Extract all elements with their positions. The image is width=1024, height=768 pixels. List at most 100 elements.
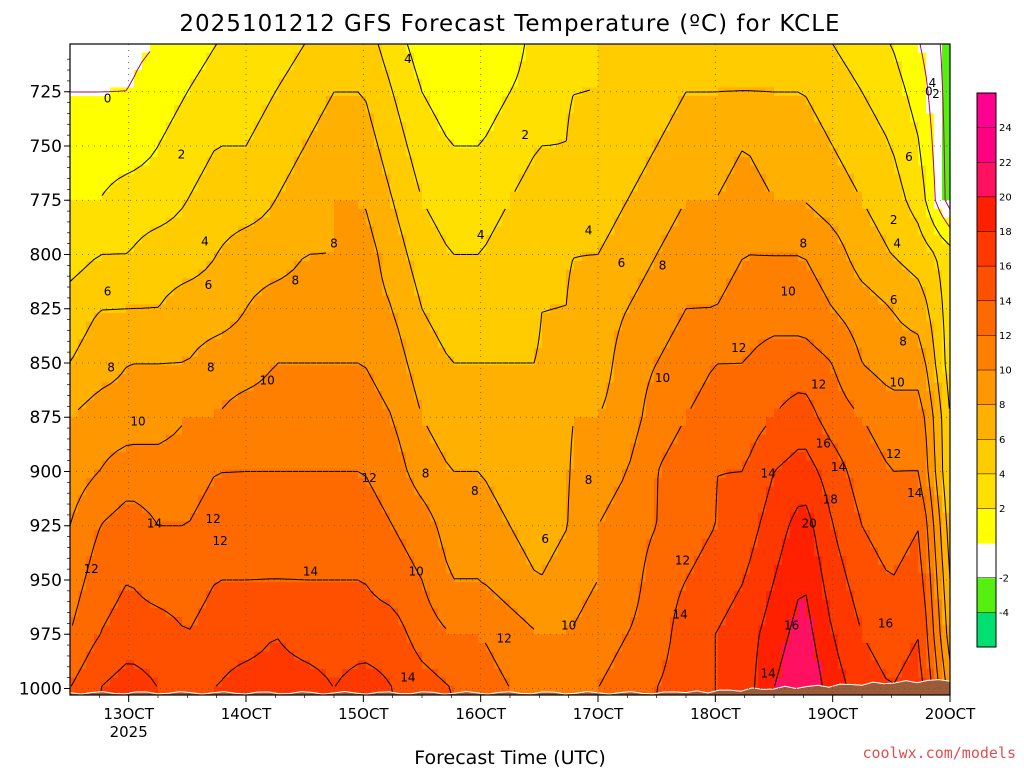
heatmap-cell xyxy=(206,339,215,349)
heatmap-cell xyxy=(790,208,799,219)
heatmap-cell xyxy=(134,156,143,167)
heatmap-cell xyxy=(366,208,375,219)
heatmap-cell xyxy=(790,156,799,167)
heatmap-cell xyxy=(182,417,191,427)
heatmap-cell xyxy=(294,382,303,392)
heatmap-cell xyxy=(158,417,167,427)
heatmap-cell xyxy=(934,261,943,271)
heatmap-cell xyxy=(926,408,935,418)
heatmap-cell xyxy=(878,356,887,366)
heatmap-cell xyxy=(486,313,495,323)
heatmap-cell xyxy=(102,287,111,297)
heatmap-cell xyxy=(502,148,511,158)
heatmap-cell xyxy=(702,191,711,201)
heatmap-cell xyxy=(102,130,111,141)
heatmap-cell xyxy=(94,339,103,349)
heatmap-cell xyxy=(494,174,503,184)
heatmap-cell xyxy=(278,399,287,410)
heatmap-cell xyxy=(862,261,871,271)
heatmap-cell xyxy=(142,182,151,193)
heatmap-cell xyxy=(854,191,863,201)
heatmap-cell xyxy=(590,87,599,97)
heatmap-cell xyxy=(782,52,791,62)
heatmap-cell xyxy=(846,70,855,80)
heatmap-cell xyxy=(86,122,95,132)
heatmap-cell xyxy=(702,408,711,418)
heatmap-cell xyxy=(598,330,607,340)
heatmap-cell xyxy=(190,408,199,418)
heatmap-cell xyxy=(742,70,751,80)
heatmap-cell xyxy=(606,78,615,88)
heatmap-cell xyxy=(462,96,471,106)
heatmap-cell xyxy=(238,78,247,88)
heatmap-cell xyxy=(294,261,303,271)
heatmap-cell xyxy=(838,382,847,392)
heatmap-cell xyxy=(550,130,559,141)
heatmap-cell xyxy=(534,113,543,123)
heatmap-cell xyxy=(374,113,383,123)
heatmap-cell xyxy=(158,122,167,132)
heatmap-cell xyxy=(286,243,295,253)
heatmap-cell xyxy=(910,330,919,340)
heatmap-cell xyxy=(550,243,559,253)
heatmap-cell xyxy=(766,156,775,167)
heatmap-cell xyxy=(558,208,567,219)
heatmap-cell xyxy=(470,330,479,340)
heatmap-cell xyxy=(598,278,607,288)
heatmap-cell xyxy=(614,339,623,349)
heatmap-cell xyxy=(150,347,159,358)
heatmap-cell xyxy=(310,174,319,184)
heatmap-cell xyxy=(366,70,375,80)
heatmap-cell xyxy=(662,261,671,271)
heatmap-cell xyxy=(766,217,775,227)
heatmap-cell xyxy=(70,417,79,427)
heatmap-cell xyxy=(438,382,447,392)
heatmap-cell xyxy=(502,70,511,80)
heatmap-cell xyxy=(78,365,87,375)
heatmap-cell xyxy=(574,261,583,271)
heatmap-cell xyxy=(686,295,695,305)
heatmap-cell xyxy=(726,234,735,245)
heatmap-cell xyxy=(494,44,503,54)
heatmap-cell xyxy=(70,61,79,71)
heatmap-cell xyxy=(710,269,719,279)
heatmap-cell xyxy=(814,356,823,366)
heatmap-cell xyxy=(822,339,831,349)
heatmap-cell xyxy=(582,269,591,279)
heatmap-cell xyxy=(110,399,119,410)
heatmap-cell xyxy=(350,399,359,410)
heatmap-cell xyxy=(886,373,895,384)
heatmap-cell xyxy=(390,234,399,245)
heatmap-cell xyxy=(134,356,143,366)
heatmap-cell xyxy=(558,347,567,358)
heatmap-cell xyxy=(390,261,399,271)
heatmap-cell xyxy=(238,261,247,271)
heatmap-cell xyxy=(942,208,950,219)
heatmap-cell xyxy=(854,313,863,323)
heatmap-cell xyxy=(510,61,519,71)
heatmap-cell xyxy=(254,373,263,384)
heatmap-cell xyxy=(102,261,111,271)
heatmap-cell xyxy=(86,425,95,436)
heatmap-cell xyxy=(686,234,695,245)
heatmap-cell xyxy=(542,156,551,167)
heatmap-cell xyxy=(318,130,327,141)
heatmap-cell xyxy=(310,61,319,71)
heatmap-cell xyxy=(190,339,199,349)
heatmap-cell xyxy=(142,347,151,358)
heatmap-cell xyxy=(614,52,623,62)
heatmap-cell xyxy=(246,425,255,436)
heatmap-cell xyxy=(758,78,767,88)
heatmap-cell xyxy=(902,391,911,401)
heatmap-cell xyxy=(614,365,623,375)
heatmap-cell xyxy=(390,391,399,401)
heatmap-cell xyxy=(350,52,359,62)
heatmap-cell xyxy=(470,44,479,54)
heatmap-cell xyxy=(302,226,311,236)
heatmap-cell xyxy=(134,295,143,305)
heatmap-cell xyxy=(654,191,663,201)
heatmap-cell xyxy=(534,70,543,80)
heatmap-cell xyxy=(166,408,175,418)
heatmap-cell xyxy=(134,96,143,106)
heatmap-cell xyxy=(254,52,263,62)
